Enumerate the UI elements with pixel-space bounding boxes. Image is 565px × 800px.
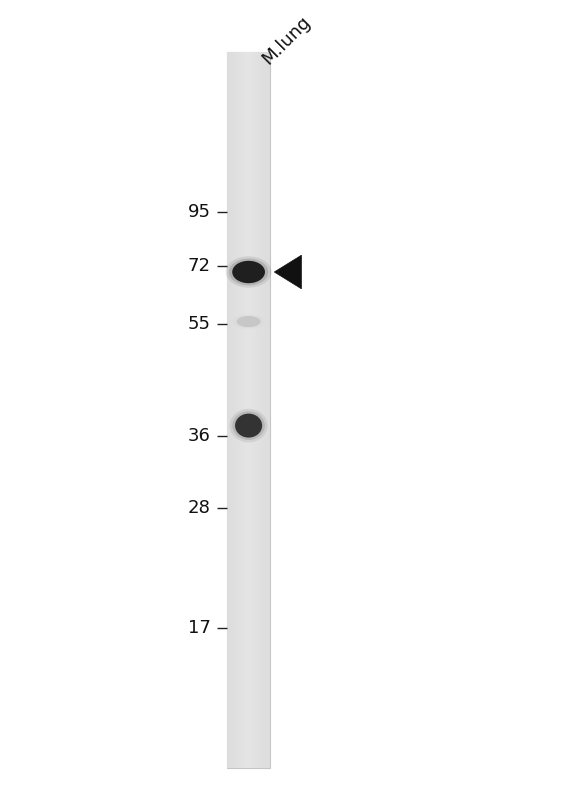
Bar <box>237 52 238 768</box>
Bar <box>233 52 234 768</box>
Bar <box>256 52 258 768</box>
Bar <box>247 52 249 768</box>
Bar <box>261 52 263 768</box>
Text: M.lung: M.lung <box>258 13 314 68</box>
Bar <box>258 52 260 768</box>
Bar <box>254 52 255 768</box>
Bar <box>244 52 245 768</box>
Bar <box>259 52 261 768</box>
Bar <box>255 52 257 768</box>
Bar <box>234 52 236 768</box>
Bar <box>246 52 248 768</box>
Ellipse shape <box>232 261 265 283</box>
Bar <box>249 52 250 768</box>
Bar <box>263 52 265 768</box>
Bar <box>266 52 267 768</box>
Bar <box>241 52 243 768</box>
Ellipse shape <box>237 316 260 327</box>
Ellipse shape <box>232 411 265 440</box>
Bar <box>231 52 232 768</box>
Bar <box>262 52 264 768</box>
Bar <box>251 52 253 768</box>
Bar <box>257 52 259 768</box>
Ellipse shape <box>232 314 265 330</box>
Text: 28: 28 <box>188 499 210 517</box>
Bar <box>253 52 254 768</box>
Bar <box>245 52 247 768</box>
Bar <box>228 52 230 768</box>
Bar <box>242 52 244 768</box>
Bar <box>235 52 237 768</box>
Bar <box>227 52 270 768</box>
Bar <box>267 52 268 768</box>
Bar <box>239 52 241 768</box>
Bar <box>244 52 246 768</box>
Polygon shape <box>275 255 302 289</box>
Ellipse shape <box>234 315 263 328</box>
Bar <box>232 52 233 768</box>
Text: 55: 55 <box>188 315 210 333</box>
Bar <box>264 52 266 768</box>
Ellipse shape <box>225 256 272 288</box>
Bar <box>252 52 254 768</box>
Text: 72: 72 <box>188 257 210 274</box>
Ellipse shape <box>229 409 268 442</box>
Bar <box>227 52 229 768</box>
Text: 36: 36 <box>188 427 210 445</box>
Ellipse shape <box>229 258 268 286</box>
Ellipse shape <box>235 414 262 438</box>
Bar <box>229 52 231 768</box>
Bar <box>238 52 240 768</box>
Text: 17: 17 <box>188 619 210 637</box>
Bar <box>269 52 271 768</box>
Bar <box>268 52 270 768</box>
Text: 95: 95 <box>188 203 210 221</box>
Bar <box>260 52 262 768</box>
Bar <box>250 52 251 768</box>
Bar <box>240 52 242 768</box>
Bar <box>236 52 237 768</box>
